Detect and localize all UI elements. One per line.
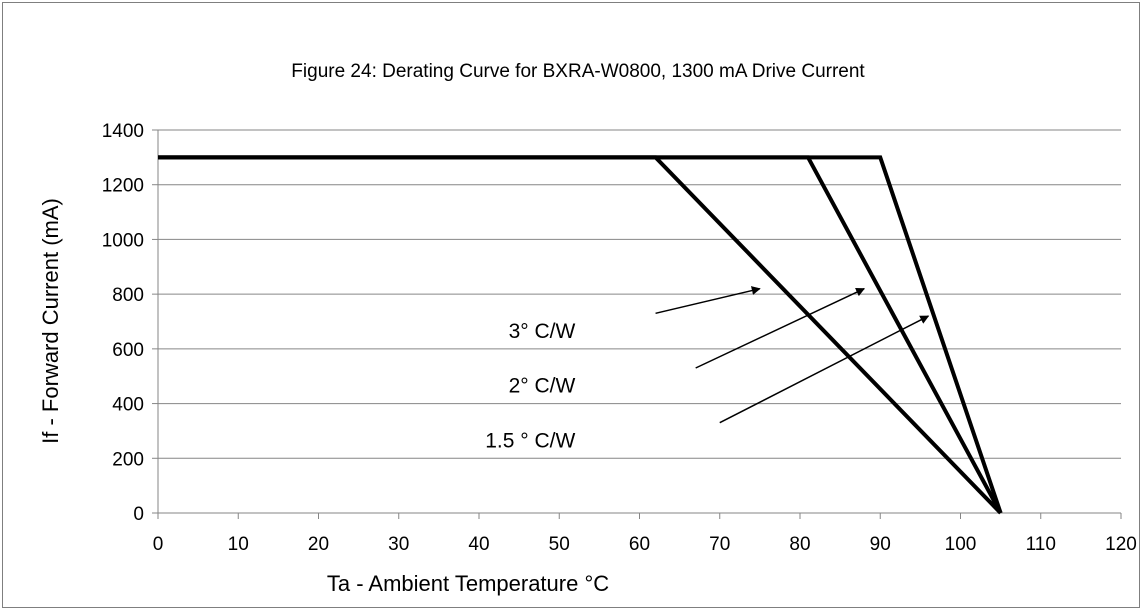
y-tick-label: 800 — [112, 285, 144, 306]
annotation-label-2: 2° C/W — [509, 375, 576, 398]
y-tick-label: 0 — [133, 504, 144, 525]
y-tick-label: 200 — [112, 449, 144, 470]
x-tick-label: 30 — [388, 534, 409, 555]
x-tick-label: 10 — [228, 534, 249, 555]
x-tick-label: 120 — [1105, 534, 1137, 555]
x-tick-label: 100 — [945, 534, 977, 555]
chart-title: Figure 24: Derating Curve for BXRA-W0800… — [291, 61, 865, 82]
series-line-1 — [158, 155, 1003, 515]
x-axis-label: Ta - Ambient Temperature °C — [327, 571, 609, 596]
y-tick-label: 400 — [112, 395, 144, 416]
x-tick-label: 60 — [629, 534, 650, 555]
annotation-label-1: 3° C/W — [509, 320, 576, 343]
x-tick-label: 50 — [549, 534, 570, 555]
y-tick-label: 600 — [112, 340, 144, 361]
annotation-label-3: 1.5 ° C/W — [485, 429, 575, 452]
series-line-3 — [158, 155, 1003, 514]
y-axis-label: If - Forward Current (mA) — [38, 198, 63, 444]
annotation-arrow-2 — [695, 287, 866, 369]
y-tick-label: 1200 — [102, 176, 144, 197]
x-tick-label: 80 — [789, 534, 810, 555]
grid-layer — [158, 129, 1121, 459]
annotation-arrow-3 — [719, 315, 930, 424]
x-tick-label: 20 — [308, 534, 329, 555]
x-tick-label: 70 — [709, 534, 730, 555]
x-tick-label: 110 — [1026, 534, 1056, 555]
chart-svg: Figure 24: Derating Curve for BXRA-W0800… — [38, 61, 1137, 596]
series-layer — [158, 155, 1003, 515]
x-tick-label: 0 — [153, 534, 164, 555]
x-tick-label: 40 — [468, 534, 489, 555]
y-tick-label: 1400 — [102, 121, 144, 142]
x-tick-label: 90 — [870, 534, 891, 555]
y-tick-label: 1000 — [102, 230, 144, 251]
series-line-2 — [158, 155, 1003, 514]
annotation-layer: 3° C/W 2° C/W 1.5 ° C/W — [485, 286, 930, 452]
annotation-arrow-1 — [655, 286, 761, 315]
axis-layer: 0 200 400 600 800 1000 1200 1400 0 10 20 30 40 50 60 70… — [102, 121, 1137, 555]
